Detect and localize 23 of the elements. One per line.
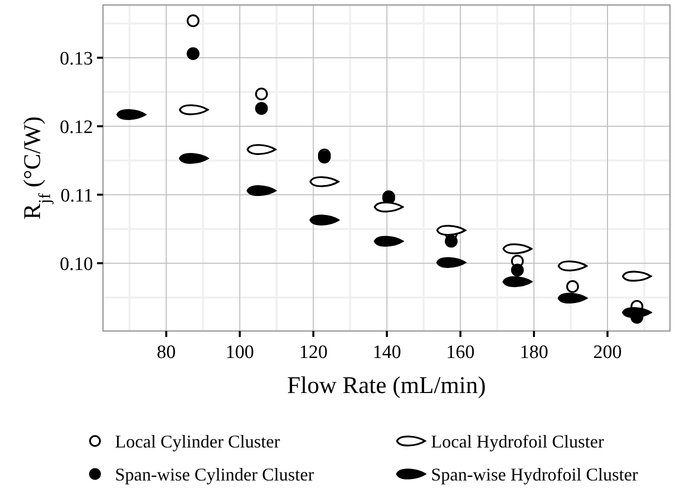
x-tick-label: 100: [226, 342, 254, 363]
y-tick-label: 0.10: [60, 254, 93, 275]
y-tick-label: 0.12: [60, 116, 93, 138]
point: [255, 102, 268, 115]
point: [511, 264, 524, 276]
point: [566, 280, 579, 293]
x-tick-label: 180: [520, 342, 548, 363]
y-tick-label: 0.13: [60, 48, 93, 70]
x-tick-label: 160: [446, 342, 475, 363]
legend-label: Span-wise Cylinder Cluster: [115, 464, 314, 484]
x-axis-title: Flow Rate (mL/min): [287, 373, 486, 399]
x-tick-label: 200: [593, 342, 622, 363]
point: [186, 47, 200, 60]
legend-label: Local Hydrofoil Cluster: [431, 431, 604, 452]
point: [186, 14, 200, 28]
legend-label: Span-wise Hydrofoil Cluster: [431, 464, 638, 484]
point: [444, 234, 458, 248]
x-tick-label: 140: [372, 342, 402, 363]
x-tick-label: 120: [299, 342, 328, 363]
point: [255, 88, 268, 100]
y-tick-label: 0.11: [60, 185, 93, 206]
legend-label: Local Cylinder Cluster: [115, 431, 280, 452]
x-tick-label: 80: [156, 342, 176, 363]
